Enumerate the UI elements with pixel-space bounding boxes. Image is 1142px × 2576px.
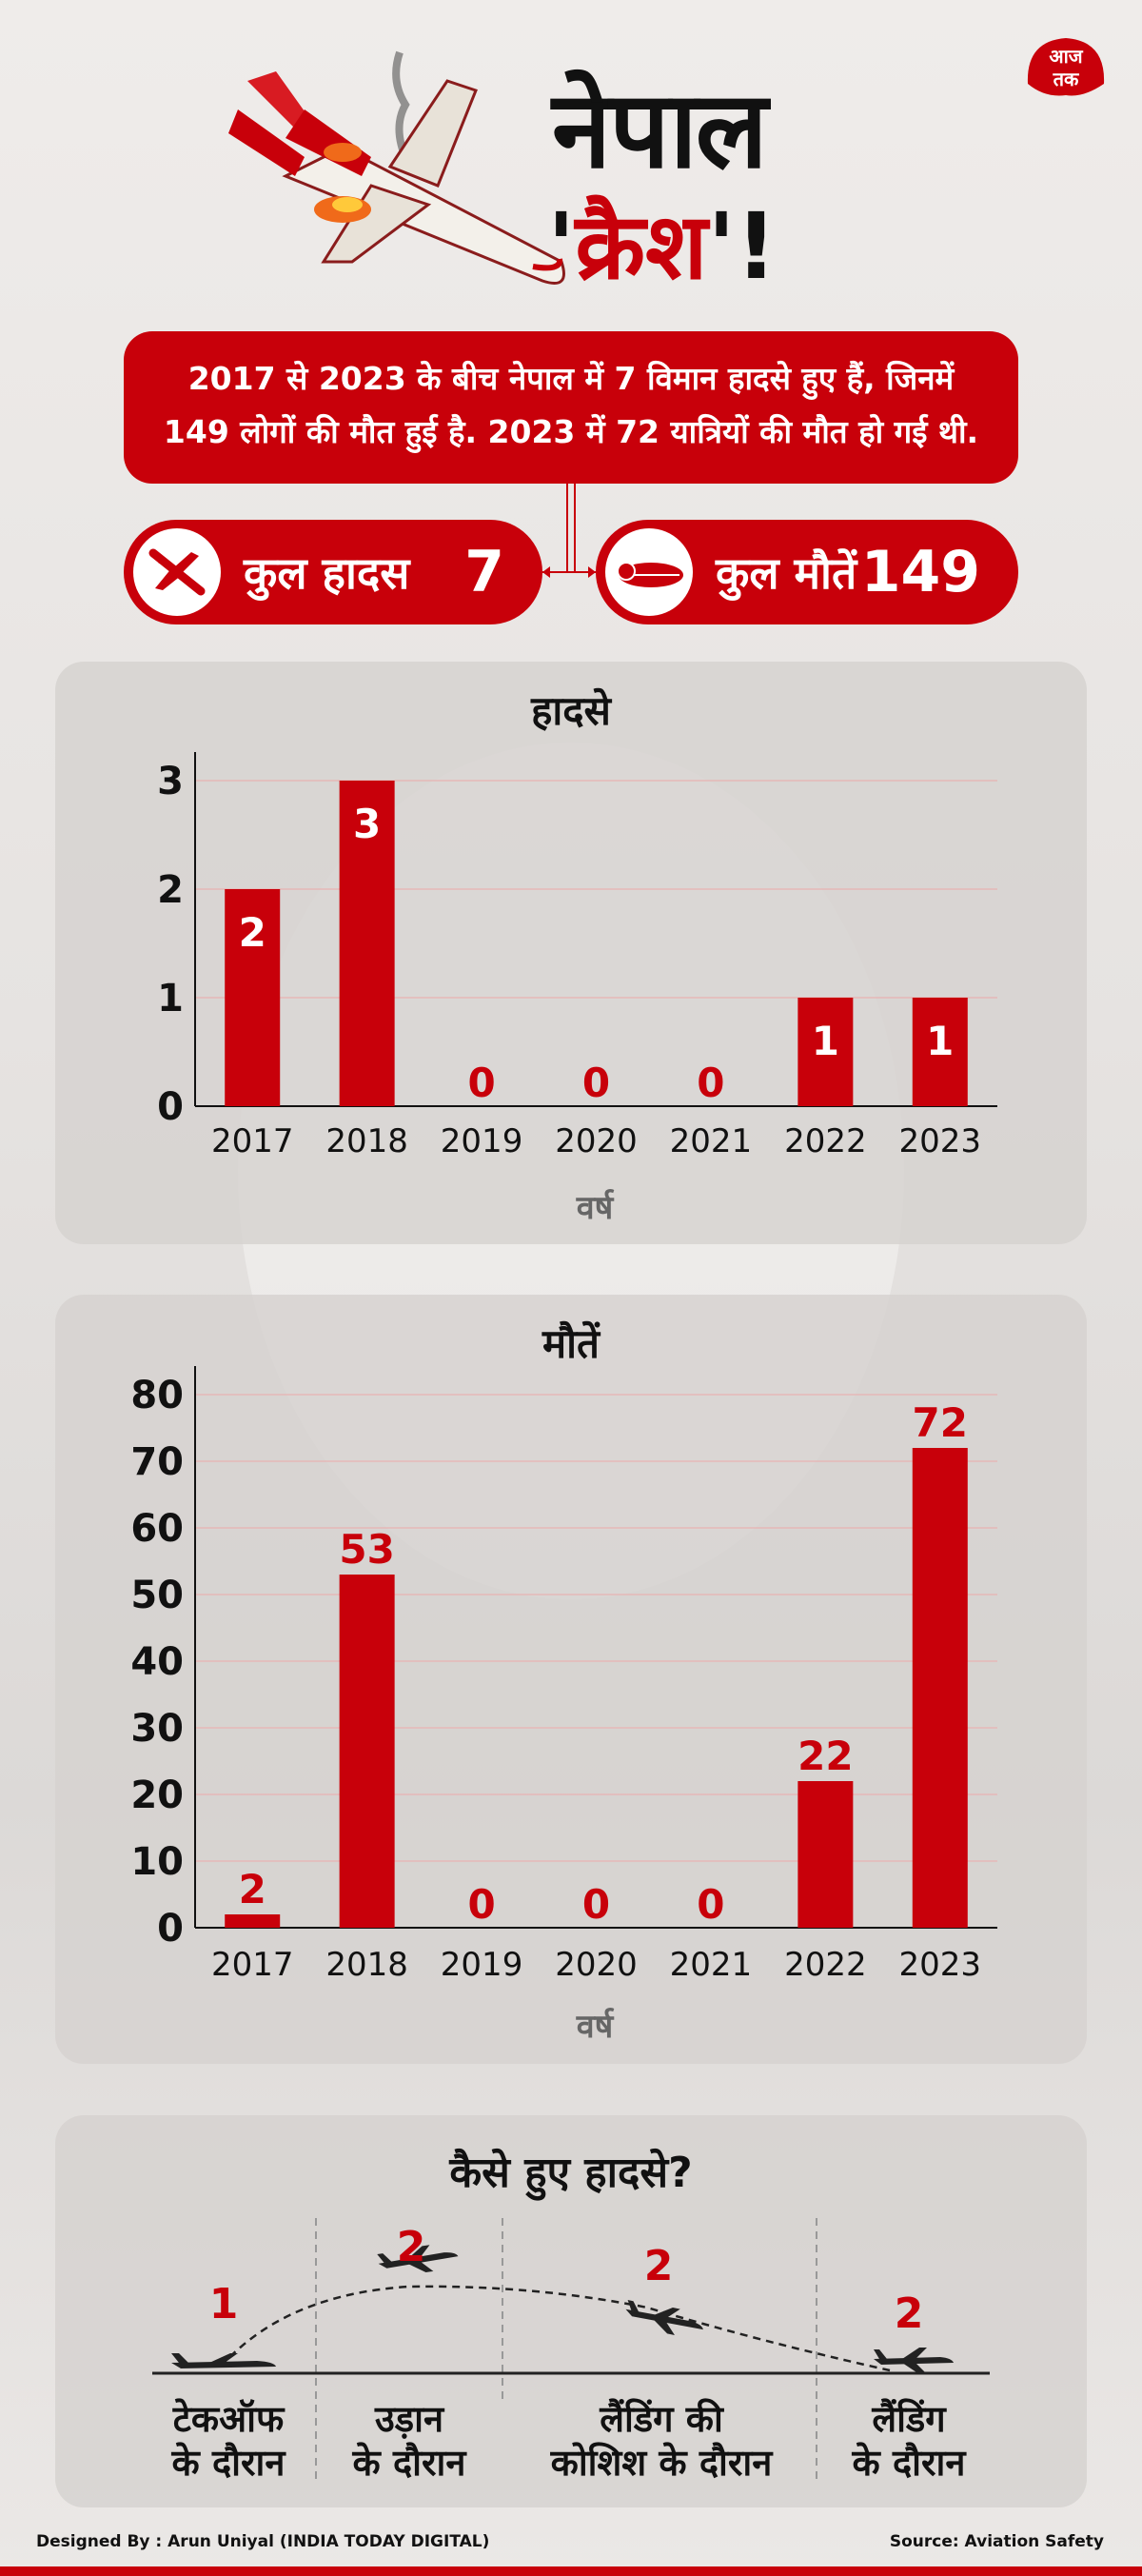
deaths-chart-title: मौतें <box>542 1320 600 1367</box>
total-accidents-pill: कुल हादस 7 <box>124 520 542 624</box>
body-bag-icon-svg <box>617 562 683 587</box>
inflight-label-line1: उड़ान <box>374 2398 444 2440</box>
logo-mark: आज तक <box>1027 38 1105 96</box>
landing-attempt-label: लैंडिंग की कोशिश के दौरान <box>514 2397 809 2485</box>
inflight-plane-icon <box>377 2245 459 2273</box>
landing-count: 2 <box>894 2289 924 2338</box>
aajtak-logo: आज तक <box>1016 27 1115 103</box>
total-deaths-value: 149 <box>860 539 980 605</box>
title-crash-word: क्रैश <box>575 193 708 300</box>
landing-attempt-label-line2: कोशिश के दौरान <box>550 2442 773 2484</box>
inflight-label-line2: के दौरान <box>352 2442 466 2484</box>
takeoff-label-line1: टेकऑफ <box>172 2398 285 2440</box>
total-deaths-pill: कुल मौतें 149 <box>596 520 1018 624</box>
title-quote-open: ' <box>547 193 576 300</box>
page-title-line1: नेपाल <box>552 69 768 192</box>
landing-plane-icon <box>874 2348 954 2374</box>
connector-lines <box>542 481 596 578</box>
total-accidents-label: कुल हादस <box>244 547 410 599</box>
landing-attempt-count: 2 <box>643 2242 674 2290</box>
how-accidents-panel <box>55 2115 1087 2507</box>
intro-line-2: 149 लोगों की मौत हुई है. 2023 में 72 यात… <box>163 413 979 450</box>
landing-attempt-label-line1: लैंडिंग की <box>600 2398 723 2440</box>
total-deaths-label: कुल मौतें <box>716 547 857 599</box>
logo-text-bottom: तक <box>1053 68 1080 90</box>
inflight-count: 2 <box>396 2223 426 2271</box>
total-accidents-value: 7 <box>464 539 504 605</box>
footer-bar <box>0 2566 1142 2576</box>
takeoff-label: टेकऑफ के दौरान <box>143 2397 314 2485</box>
takeoff-count: 1 <box>208 2280 239 2328</box>
takeoff-label-line2: के दौरान <box>171 2442 286 2484</box>
source-credit: Source: Aviation Safety <box>889 2532 1104 2551</box>
crashing-plane-icon <box>133 528 221 616</box>
designer-credit: Designed By : Arun Uniyal (INDIA TODAY D… <box>36 2532 490 2551</box>
inflight-label: उड़ान के दौरान <box>324 2397 495 2485</box>
title-quote-close: '! <box>707 193 778 300</box>
landing-label-line2: के दौरान <box>852 2442 966 2484</box>
logo-text-top: आज <box>1049 45 1083 68</box>
takeoff-plane-icon <box>171 2353 276 2368</box>
crashing-plane-illustration <box>228 50 565 285</box>
intro-line-1: 2017 से 2023 के बीच नेपाल में 7 विमान हा… <box>187 360 955 397</box>
accidents-chart-title: हादसे <box>531 687 611 734</box>
intro-summary-box: 2017 से 2023 के बीच नेपाल में 7 विमान हा… <box>124 331 1018 484</box>
approach-plane-icon <box>625 2299 703 2336</box>
landing-label: लैंडिंग के दौरान <box>828 2397 990 2485</box>
page-title-line2: 'क्रैश'! <box>547 181 778 306</box>
body-bag-icon <box>605 528 693 616</box>
landing-label-line1: लैंडिंग <box>872 2398 946 2440</box>
crashing-plane-icon-svg <box>148 548 206 596</box>
how-accidents-title: कैसे हुए हादसे? <box>449 2149 693 2197</box>
